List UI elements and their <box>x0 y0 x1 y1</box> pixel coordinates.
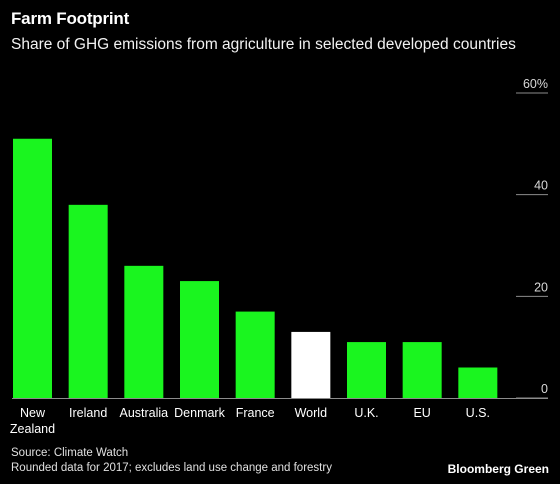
category-label: U.K. <box>354 406 378 420</box>
bar-france <box>235 311 275 398</box>
category-label: Ireland <box>69 406 107 420</box>
bar-chart: 0 20 40 60% New Zealand Ireland Australia Denma… <box>10 77 548 436</box>
y-tick-label: 40 <box>534 179 548 193</box>
bar-u-k <box>347 342 386 398</box>
data-note: Rounded data for 2017; excludes land use… <box>11 462 332 474</box>
y-tick-label: 60% <box>523 77 548 91</box>
chart-subtitle: Share of GHG emissions from agriculture … <box>11 36 516 53</box>
source-note: Source: Climate Watch <box>11 447 129 459</box>
bar-world <box>291 331 331 398</box>
bar-eu <box>402 342 442 398</box>
y-tick-label: 20 <box>534 280 548 294</box>
category-label: Denmark <box>174 406 225 420</box>
y-tick-label: 0 <box>541 382 548 396</box>
category-label: EU <box>413 406 430 420</box>
brand-logo-text: Bloomberg Green <box>447 462 549 476</box>
bar-ireland <box>68 204 108 398</box>
chart-title: Farm Footprint <box>11 9 130 28</box>
bar-denmark <box>180 281 219 398</box>
category-label: U.S. <box>466 406 490 420</box>
category-label: World <box>295 406 327 420</box>
category-label: France <box>236 406 275 420</box>
bar-u-s <box>458 367 498 398</box>
category-label: New Zealand <box>10 406 55 436</box>
category-label: Australia <box>120 406 169 420</box>
bar-new-zealand <box>13 138 52 398</box>
bar-australia <box>124 265 164 398</box>
